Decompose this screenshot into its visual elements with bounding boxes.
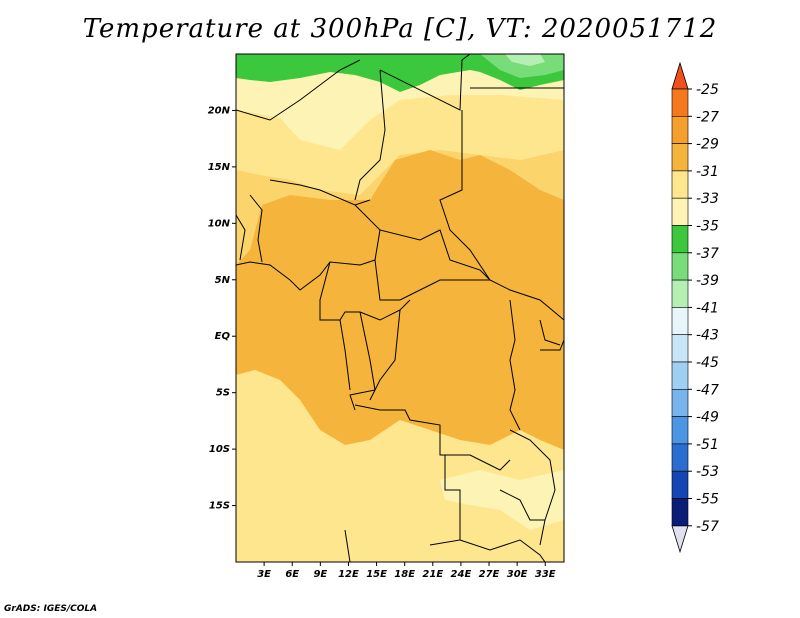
- lon-tick-label: 30E: [507, 569, 528, 580]
- lon-tick-label: 21E: [422, 569, 443, 580]
- colorbar-segment: [671, 498, 689, 527]
- colorbar-segment: [671, 170, 689, 199]
- colorbar-segment: [671, 307, 689, 335]
- colorbar-label: -29: [696, 137, 719, 153]
- colorbar-label: -39: [696, 273, 719, 289]
- colorbar-label: -43: [696, 328, 719, 344]
- colorbar-segment: [671, 443, 689, 472]
- colorbar-segment: [671, 116, 689, 144]
- lon-tick-label: 27E: [479, 569, 500, 580]
- colorbar-top-arrow: [671, 61, 689, 90]
- field-north-light: [236, 95, 564, 195]
- colorbar-label: -57: [696, 519, 719, 535]
- lon-tick-label: 18E: [394, 569, 415, 580]
- lon-tick-label: 6E: [285, 569, 299, 580]
- lat-tick-label: 10N: [208, 218, 231, 229]
- lat-tick-label: 15S: [209, 501, 230, 512]
- colorbar-label: -45: [696, 355, 719, 371]
- colorbar-label: -33: [696, 191, 719, 207]
- lat-tick-label: 10S: [209, 444, 230, 455]
- map-frame: [235, 53, 565, 563]
- colorbar-label: -47: [696, 382, 719, 398]
- colorbar-segment: [671, 225, 689, 254]
- lat-tick-label: 15N: [208, 162, 231, 173]
- colorbar-segment: [671, 279, 689, 308]
- temperature-field: [236, 54, 564, 562]
- lon-tick-label: 24E: [451, 569, 472, 580]
- lon-tick-label: 15E: [366, 569, 387, 580]
- colorbar: -25 -27 -29 -31 -33 -35 -37 -39 -41 -43 -45 -47 -49 -…: [671, 61, 719, 554]
- colorbar-label: -31: [696, 164, 719, 180]
- colorbar-segment: [671, 88, 689, 117]
- lon-tick-label: 9E: [313, 569, 327, 580]
- lon-tick-label: 3E: [257, 569, 271, 580]
- colorbar-segment: [671, 388, 689, 417]
- colorbar-label: -41: [696, 300, 719, 316]
- colorbar-segment: [671, 197, 689, 226]
- colorbar-segment: [671, 416, 689, 445]
- colorbar-segment: [671, 334, 689, 363]
- colorbar-label: -55: [696, 492, 719, 508]
- field-south-pale: [440, 470, 564, 530]
- colorbar-label: -51: [696, 437, 719, 453]
- colorbar-label: -27: [696, 109, 719, 125]
- field-top-green: [236, 54, 564, 92]
- lat-tick-label: 5S: [216, 388, 230, 399]
- colorbar-segment: [671, 143, 689, 172]
- grads-credit: GrADS: IGES/COLA: [4, 604, 98, 614]
- colorbar-label: -35: [696, 219, 719, 235]
- lat-tick-label: 5N: [215, 275, 231, 286]
- lat-tick-label: EQ: [215, 331, 231, 342]
- longitude-axis: 3E 6E 9E 12E 15E 18E 21E 24E 27E 30E 33E: [257, 562, 556, 580]
- lat-tick-label: 20N: [208, 105, 231, 116]
- field-west-pale: [236, 460, 360, 562]
- field-top-palegreen: [505, 54, 545, 66]
- latitude-axis: 20N 15N 10N 5N EQ 5S 10S 15S: [208, 105, 236, 512]
- colorbar-label: -53: [696, 464, 719, 480]
- colorbar-label: -49: [696, 410, 719, 426]
- chart-title: Temperature at 300hPa [C], VT: 202005171…: [82, 14, 718, 44]
- colorbar-bottom-arrow: [671, 525, 689, 554]
- colorbar-segment: [671, 252, 689, 281]
- colorbar-label: -25: [696, 82, 719, 98]
- colorbar-segment: [671, 470, 689, 499]
- colorbar-label: -37: [696, 246, 719, 262]
- lon-tick-label: 33E: [535, 569, 556, 580]
- lon-tick-label: 12E: [338, 569, 359, 580]
- colorbar-segment: [671, 361, 689, 390]
- country-borders: [236, 54, 564, 562]
